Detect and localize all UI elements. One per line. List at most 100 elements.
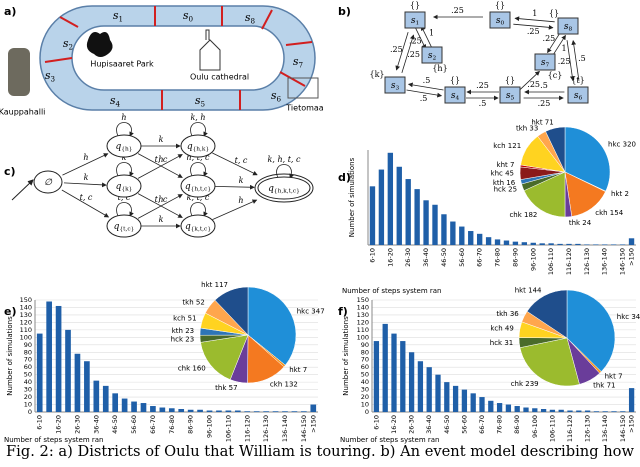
- transition: [212, 152, 258, 176]
- x-tick-label: 6-10: [368, 248, 376, 263]
- bar: [206, 410, 213, 412]
- transition-label: t, c: [155, 155, 168, 164]
- x-tick-label: 6-10: [372, 415, 380, 430]
- segment-label-main: s: [293, 55, 299, 68]
- place-label: Kauppahalli: [0, 108, 45, 117]
- bar: [488, 400, 494, 412]
- loop-label: h, t, c: [186, 153, 210, 162]
- bar: [432, 204, 438, 245]
- place-label: Tietomaa: [285, 104, 324, 113]
- node-label: {}: [495, 1, 505, 10]
- x-tick-label: 106-110: [224, 415, 232, 442]
- bar: [567, 410, 573, 412]
- edge-weight: .5: [420, 94, 428, 103]
- bar: [479, 397, 485, 412]
- state-node: [534, 53, 556, 71]
- state-node: [404, 11, 426, 29]
- segment-label: s1: [113, 9, 123, 23]
- transition: [63, 182, 107, 188]
- bar: [131, 401, 137, 412]
- state-label-main: q: [268, 184, 274, 194]
- state-label: q{k}: [116, 182, 133, 193]
- bar: [532, 408, 538, 412]
- transition-label: t, c: [80, 193, 93, 202]
- caption: Fig. 2: a) Districts of Oulu that Willia…: [6, 444, 635, 460]
- y-axis-title: Number of simulations: [342, 316, 350, 396]
- x-tick-label: 126-130: [583, 248, 591, 275]
- node-name-main: s: [428, 51, 433, 61]
- automaton-state: [106, 134, 142, 158]
- loop-label: k, h, t, c: [268, 155, 301, 164]
- y-tick-label: 50: [24, 371, 32, 379]
- node-name: s0: [496, 16, 505, 27]
- automaton-state: [180, 134, 216, 158]
- bar: [461, 389, 468, 412]
- y-axis-title: Number of simulations: [348, 157, 356, 237]
- segment-label-sub: 3: [51, 74, 56, 83]
- transition: [137, 153, 183, 178]
- bar: [584, 244, 590, 245]
- bar: [197, 409, 203, 412]
- transition-label: h: [83, 153, 88, 162]
- node-name-sub: 8: [568, 26, 572, 32]
- edge: [566, 40, 575, 82]
- bar: [291, 411, 298, 412]
- pie-label: thk 71: [593, 381, 615, 389]
- bar: [93, 380, 100, 412]
- x-tick-label: 96-100: [529, 248, 537, 271]
- bar: [46, 301, 52, 412]
- bar: [450, 221, 456, 245]
- x-tick-label: 116-120: [566, 415, 574, 442]
- bar: [496, 403, 503, 412]
- transition: [137, 194, 183, 219]
- loop: [190, 162, 208, 177]
- segment-label: s3: [45, 69, 56, 83]
- x-tick-label: 136-140: [601, 415, 609, 442]
- panel-label: e): [4, 305, 17, 318]
- state-label: q{h}: [116, 142, 133, 153]
- statue-icon: [8, 48, 30, 96]
- y-tick-label: 50: [361, 371, 369, 379]
- node-name-main: s: [506, 91, 511, 101]
- bar: [584, 410, 591, 412]
- pie-label: hck 31: [490, 339, 513, 347]
- loop: [116, 122, 134, 137]
- node-name-sub: 6: [578, 95, 582, 101]
- bar: [548, 243, 554, 245]
- segment-label-main: s: [245, 11, 251, 24]
- x-tick-label: 56-60: [458, 248, 466, 267]
- panel-label: f): [338, 305, 348, 318]
- state-label-sub: {h,k,t,c}: [274, 188, 300, 194]
- transition-label: t, c: [235, 156, 248, 165]
- y-tick-label: 30: [361, 386, 369, 394]
- bar: [512, 241, 519, 245]
- state-label-main: q: [185, 222, 191, 232]
- bar: [234, 410, 241, 412]
- bar: [417, 361, 424, 412]
- bar: [272, 411, 279, 412]
- transition-label: h: [158, 195, 163, 204]
- x-tick-label: 26-30: [408, 415, 416, 434]
- loop-label: k, h: [190, 113, 205, 122]
- pie-label: hkt 144: [515, 286, 542, 294]
- segment-label-main: s: [183, 9, 189, 22]
- bar: [187, 409, 194, 412]
- bar: [593, 411, 600, 412]
- place-label: Hupisaaret Park: [90, 60, 154, 69]
- panel-label: a): [4, 5, 16, 18]
- segment-label-sub: 5: [201, 99, 206, 108]
- bar: [468, 231, 474, 245]
- node-name-main: s: [451, 91, 456, 101]
- transition: [62, 153, 109, 176]
- x-tick-label: >150: [309, 415, 317, 433]
- bar: [628, 238, 635, 245]
- segment-label-main: s: [113, 9, 119, 22]
- bar: [435, 374, 441, 412]
- bar: [112, 393, 119, 412]
- bar: [505, 404, 512, 412]
- segment-label-sub: 7: [299, 60, 304, 69]
- bar: [441, 214, 447, 245]
- edge: [547, 31, 562, 54]
- x-tick-label: 46-50: [443, 415, 451, 434]
